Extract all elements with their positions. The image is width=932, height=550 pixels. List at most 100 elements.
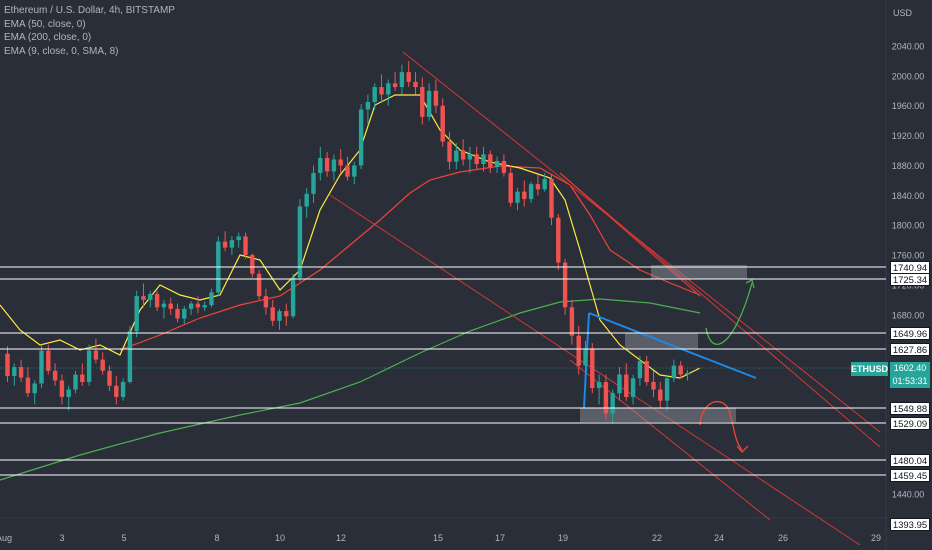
candle-body [182, 308, 187, 319]
x-tick-label: 19 [558, 533, 568, 543]
candle-body [630, 378, 636, 397]
candle-body [297, 206, 303, 278]
candle-body [556, 217, 561, 263]
y-tick-label: 1680.00 [892, 310, 925, 320]
candle-body [664, 378, 670, 401]
candle-body [522, 191, 527, 200]
last-price-box: 1602.40 01:53:31 [890, 362, 930, 388]
y-tick-label: 1920.00 [892, 131, 925, 141]
candle-body [188, 303, 194, 309]
level-price-tag: 1529.09 [890, 416, 930, 430]
candle-body [32, 383, 37, 394]
candle-body [324, 158, 330, 172]
candle-body [93, 350, 99, 360]
candle-body [426, 90, 432, 117]
drawings-layer [329, 51, 881, 546]
candle-body [474, 154, 479, 164]
candle-body [202, 305, 207, 308]
x-tick-label: 10 [275, 533, 285, 543]
level-price-tag: 1459.45 [890, 468, 930, 482]
candle-body [549, 178, 554, 218]
candle-body [617, 374, 622, 394]
last-price: 1602.40 [893, 363, 927, 373]
y-tick-label: 1840.00 [892, 191, 925, 201]
levels-layer [0, 266, 886, 476]
candle-body [134, 296, 139, 332]
candle-body [603, 382, 609, 414]
candle-body [624, 374, 629, 397]
x-tick-label: 15 [433, 533, 443, 543]
candle-body [440, 105, 445, 142]
x-tick-label: 12 [336, 533, 346, 543]
candle-body [644, 361, 649, 383]
ticker-label: ETHUSD [851, 362, 889, 376]
candle-body [467, 154, 473, 160]
candle-body [488, 154, 493, 167]
candle-body [399, 72, 405, 88]
candle-body [80, 374, 85, 383]
candle-body [107, 370, 112, 386]
y-tick-label: 1800.00 [892, 221, 925, 231]
candle-body [386, 83, 391, 95]
ema200-line [0, 298, 701, 481]
x-tick-label: 8 [214, 533, 219, 543]
candle-body [685, 373, 690, 375]
trend-channel-line [559, 172, 881, 448]
candle-body [318, 158, 323, 173]
candle-body [413, 81, 418, 88]
candle-body [148, 293, 153, 300]
candle-body [66, 389, 71, 397]
candle-body [345, 165, 350, 177]
candle-body [141, 296, 146, 300]
candle-body [250, 255, 255, 274]
candle-body [52, 370, 58, 381]
candle-body [39, 350, 44, 384]
candle-body [372, 87, 377, 103]
candle-body [569, 307, 575, 336]
candle-body [562, 262, 568, 308]
level-price-tag: 1649.96 [890, 326, 930, 340]
candle-body [583, 348, 588, 366]
y-tick-label: 1960.00 [892, 101, 925, 111]
candle-body [86, 350, 92, 383]
ema9-legend[interactable]: EMA (9, close, 0, SMA, 8) [4, 45, 119, 57]
currency-label: USD [892, 8, 912, 18]
ema200-legend[interactable]: EMA (200, close, 0) [4, 32, 92, 43]
candle-body [195, 303, 201, 308]
candle-body [590, 348, 595, 388]
candle-body [73, 374, 78, 390]
candle-body [481, 154, 486, 164]
candle-body [222, 241, 228, 248]
x-tick-label: 3 [59, 533, 64, 543]
chart-legend: Ethereum / U.S. Dollar, 4h, BITSTAMP EMA… [4, 4, 175, 58]
candle-body [263, 296, 269, 308]
x-tick-label: 22 [652, 533, 662, 543]
candle-body [338, 159, 343, 166]
candle-body [365, 102, 371, 110]
level-price-tag: 1393.95 [890, 518, 930, 531]
triangle-upper-line [588, 312, 757, 379]
candle-body [596, 382, 602, 388]
candle-body [331, 159, 337, 172]
candle-body [290, 277, 296, 317]
highlight-zone [651, 265, 747, 279]
projection-up-arrow [705, 282, 753, 345]
candle-body [420, 87, 425, 117]
candle-body [433, 90, 439, 106]
level-price-tag: 1725.34 [890, 272, 930, 286]
candle-body [304, 193, 309, 207]
x-tick-label: 29 [871, 533, 881, 543]
projection-down-arrowhead [736, 445, 749, 453]
level-price-tag: 1627.86 [890, 342, 930, 356]
candle-body [256, 273, 262, 297]
projection-up-arrowhead [745, 279, 755, 289]
ema50-legend[interactable]: EMA (50, close, 0) [4, 18, 86, 30]
candle-body [311, 172, 316, 194]
level-price-tag: 1549.88 [890, 401, 930, 415]
x-tick-label: 5 [121, 533, 126, 543]
candle-body [18, 367, 24, 378]
highlight-zone [580, 408, 736, 422]
y-tick-label: 1440.00 [892, 490, 925, 500]
